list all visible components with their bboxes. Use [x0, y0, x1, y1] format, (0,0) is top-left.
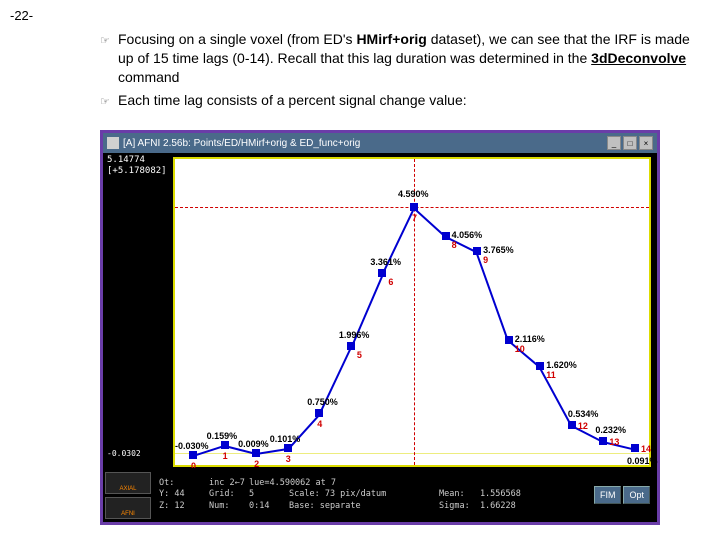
point-value-label: -0.030%: [175, 441, 209, 451]
point-value-label: 3.361%: [370, 257, 401, 267]
point-value-label: 0.750%: [307, 397, 338, 407]
data-point[interactable]: [315, 409, 323, 417]
point-value-label: 1.996%: [339, 330, 370, 340]
point-index-label: 11: [546, 370, 556, 380]
axial-thumb-icon[interactable]: AXIAL: [105, 472, 151, 494]
bullet-list: ☞ Focusing on a single voxel (from ED's …: [100, 30, 690, 114]
data-point[interactable]: [442, 232, 450, 240]
window-title: [A] AFNI 2.56b: Points/ED/HMirf+orig & E…: [123, 138, 607, 149]
fim-button[interactable]: FIM: [594, 486, 622, 504]
bullet-marker-icon: ☞: [100, 91, 118, 108]
point-value-label: 0.159%: [207, 431, 238, 441]
value-readout: 5.14774 [+5.178082]: [107, 155, 167, 177]
point-index-label: 10: [515, 344, 525, 354]
point-value-label: 1.620%: [546, 360, 577, 370]
data-point[interactable]: [221, 441, 229, 449]
point-index-label: 9: [483, 255, 488, 265]
point-index-label: 14: [641, 444, 651, 454]
point-index-label: 4: [317, 419, 322, 429]
stats-readout: Ot:inc 2←7lue=4.590062 at 7Y: 44Grid:5Sc…: [155, 468, 587, 522]
point-index-label: 5: [357, 350, 362, 360]
data-point[interactable]: [568, 421, 576, 429]
action-buttons: FIM Opt: [587, 468, 657, 522]
point-value-label: 0.101%: [270, 434, 301, 444]
maximize-icon[interactable]: □: [623, 136, 637, 150]
data-point[interactable]: [473, 247, 481, 255]
window-controls: _ □ ×: [607, 136, 653, 150]
data-point[interactable]: [189, 451, 197, 459]
data-point[interactable]: [252, 449, 260, 457]
data-point[interactable]: [284, 444, 292, 452]
point-index-label: 8: [452, 240, 457, 250]
point-index-label: 3: [286, 454, 291, 464]
point-value-label: 3.765%: [483, 245, 514, 255]
view-thumbnails: AXIAL AFNI: [103, 468, 155, 522]
data-point[interactable]: [378, 269, 386, 277]
bullet-item: ☞ Each time lag consists of a percent si…: [100, 91, 690, 110]
data-point[interactable]: [410, 203, 418, 211]
bullet-text: Each time lag consists of a percent sign…: [118, 91, 467, 110]
point-value-label: 4.056%: [452, 230, 483, 240]
bullet-text: Focusing on a single voxel (from ED's HM…: [118, 30, 690, 87]
afni-thumb-icon[interactable]: AFNI: [105, 497, 151, 519]
afni-graph-window: [A] AFNI 2.56b: Points/ED/HMirf+orig & E…: [100, 130, 660, 525]
data-point[interactable]: [536, 362, 544, 370]
close-icon[interactable]: ×: [639, 136, 653, 150]
data-point[interactable]: [599, 437, 607, 445]
data-point[interactable]: [505, 336, 513, 344]
yaxis-min-label: -0.0302: [107, 449, 141, 458]
window-titlebar[interactable]: [A] AFNI 2.56b: Points/ED/HMirf+orig & E…: [103, 133, 657, 153]
window-icon: [107, 137, 119, 149]
point-value-label: 0.009%: [238, 439, 269, 449]
point-value-label: 0.534%: [568, 409, 599, 419]
point-value-label: 4.590%: [398, 189, 429, 199]
data-point[interactable]: [631, 444, 639, 452]
point-index-label: 7: [412, 213, 417, 223]
point-value-label: 0.232%: [595, 425, 626, 435]
page-number: -22-: [10, 8, 33, 23]
data-point[interactable]: [347, 342, 355, 350]
point-value-label: 0.091%: [627, 456, 658, 466]
point-value-label: 2.116%: [515, 334, 545, 344]
opt-button[interactable]: Opt: [623, 486, 650, 504]
voxel-irf-chart[interactable]: -0.030%00.159%10.009%20.101%30.750%41.99…: [173, 157, 651, 467]
point-index-label: 6: [388, 277, 393, 287]
status-bar: AXIAL AFNI Ot:inc 2←7lue=4.590062 at 7Y:…: [103, 468, 657, 522]
minimize-icon[interactable]: _: [607, 136, 621, 150]
point-index-label: 12: [578, 421, 588, 431]
point-index-label: 1: [223, 451, 228, 461]
bullet-item: ☞ Focusing on a single voxel (from ED's …: [100, 30, 690, 87]
point-index-label: 13: [609, 437, 619, 447]
bullet-marker-icon: ☞: [100, 30, 118, 47]
